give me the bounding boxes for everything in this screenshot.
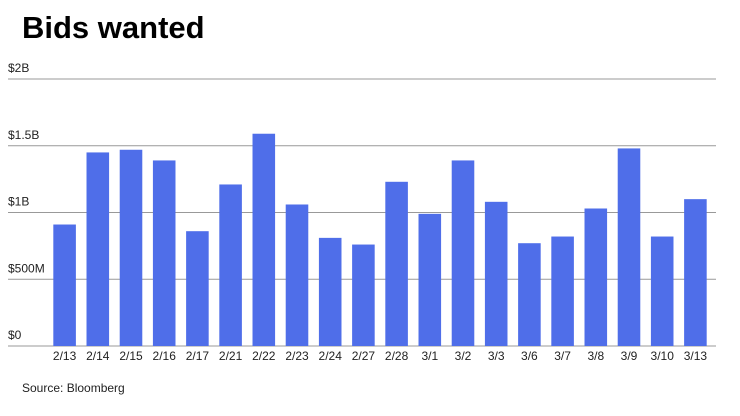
- bar: [352, 244, 375, 346]
- y-tick-label: $500M: [8, 261, 45, 275]
- x-tick-label: 2/14: [86, 349, 110, 363]
- x-tick-label: 2/23: [285, 349, 309, 363]
- bar: [584, 208, 608, 346]
- x-tick-label: 2/24: [319, 349, 343, 363]
- x-tick-label: 3/10: [651, 349, 675, 363]
- bar: [451, 160, 475, 346]
- x-tick-label: 3/8: [587, 349, 604, 363]
- bar: [186, 231, 209, 346]
- x-tick-label: 3/9: [621, 349, 638, 363]
- y-tick-label: $1B: [8, 195, 29, 209]
- x-tick-label: 2/28: [385, 349, 409, 363]
- bar: [650, 236, 674, 346]
- source: Source: Bloomberg: [22, 381, 125, 395]
- bar: [53, 224, 76, 346]
- bar: [418, 213, 442, 346]
- x-tick-label: 3/3: [488, 349, 505, 363]
- x-tick-label: 3/2: [455, 349, 472, 363]
- chart-title: Bids wanted: [22, 10, 205, 45]
- bar: [285, 204, 309, 346]
- bar: [318, 237, 342, 346]
- bar: [518, 243, 541, 346]
- y-tick-label: $0: [8, 328, 22, 342]
- x-tick-label: 3/6: [521, 349, 538, 363]
- bar: [252, 133, 276, 346]
- x-tick-label: 2/27: [352, 349, 376, 363]
- bar: [617, 148, 641, 346]
- x-tick-label: 2/15: [119, 349, 143, 363]
- x-tick-label: 2/17: [186, 349, 210, 363]
- bar: [484, 201, 508, 346]
- x-tick-label: 2/16: [153, 349, 177, 363]
- x-tick-label: 2/13: [53, 349, 77, 363]
- bar: [86, 152, 110, 346]
- y-tick-label: $2B: [8, 61, 29, 75]
- x-tick-label: 3/1: [421, 349, 438, 363]
- bar: [684, 199, 707, 346]
- x-tick-label: 3/7: [554, 349, 571, 363]
- bar: [219, 184, 242, 346]
- y-tick-label: $1.5B: [8, 128, 39, 142]
- x-tick-label: 2/22: [252, 349, 276, 363]
- bar: [551, 236, 574, 346]
- bar: [119, 149, 143, 346]
- bar: [152, 160, 176, 346]
- bar: [385, 181, 408, 346]
- x-tick-label: 3/13: [684, 349, 708, 363]
- x-tick-label: 2/21: [219, 349, 243, 363]
